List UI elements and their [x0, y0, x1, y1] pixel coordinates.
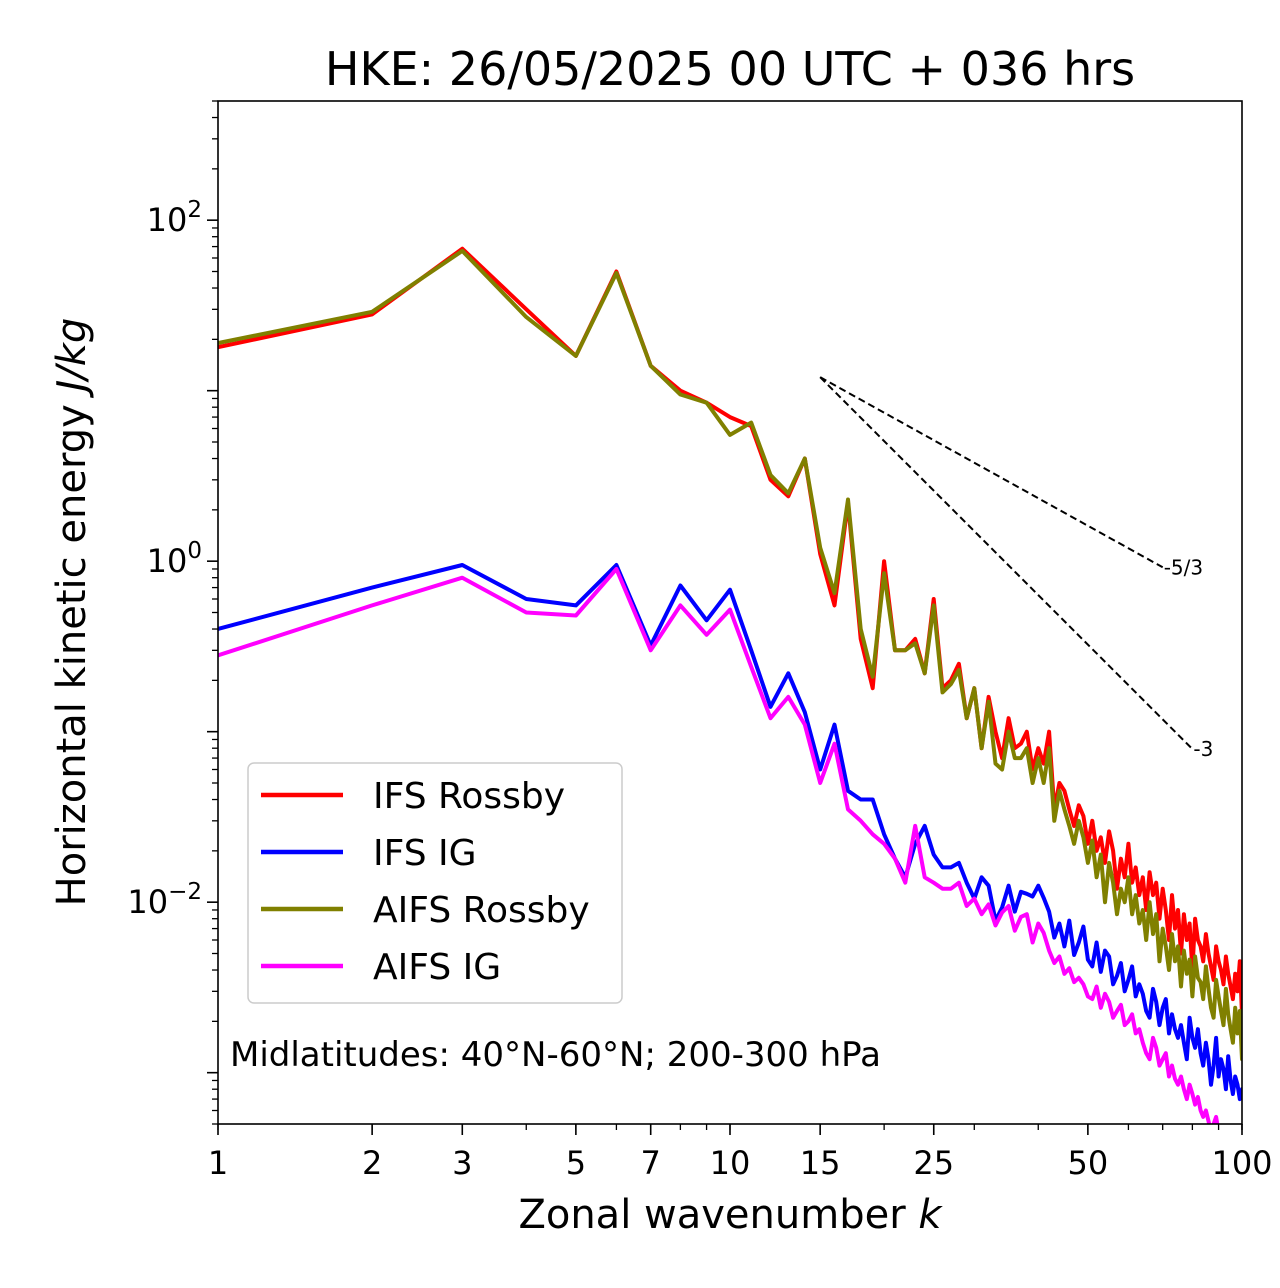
region-annotation: Midlatitudes: 40°N-60°N; 200-300 hPa — [230, 1035, 881, 1075]
x-axis-label-var: k — [918, 1192, 943, 1238]
y-axis-label-units: J/kg — [49, 318, 95, 399]
x-tick-label: 50 — [1068, 1144, 1109, 1182]
x-tick-label: 1 — [208, 1144, 228, 1182]
series-line-aifs-rossby — [218, 248, 1242, 1062]
x-tick-label: 2 — [362, 1144, 382, 1182]
x-axis-ticks: 1 2 3 5 7 10 15 25 50 100 — [208, 1124, 1273, 1182]
x-tick-label: 7 — [641, 1144, 661, 1182]
x-tick-label: 5 — [566, 1144, 586, 1182]
legend-label: IFS IG — [373, 833, 477, 874]
x-tick-label: 10 — [710, 1144, 751, 1182]
legend-label: IFS Rossby — [373, 776, 565, 817]
slope-label-1: -3 — [1193, 737, 1213, 761]
y-axis-label: Horizontal kinetic energy J/kg — [49, 318, 95, 907]
x-axis-label-text: Zonal wavenumber — [518, 1192, 906, 1238]
x-tick-label: 25 — [913, 1144, 954, 1182]
series-line-ifs-ig — [218, 563, 1242, 1102]
series-line-aifs-ig — [218, 567, 1220, 1124]
y-axis-ticks: 10−2 100 102 — [127, 100, 218, 1125]
x-tick-label: 15 — [800, 1144, 841, 1182]
series-layer — [218, 246, 1242, 1124]
slope-label-0: -5/3 — [1164, 555, 1203, 579]
legend-entries: IFS Rossby IFS IG AIFS Rossby AIFS IG — [261, 776, 590, 988]
x-axis-label: Zonal wavenumber k — [518, 1192, 943, 1238]
legend-label: AIFS IG — [373, 947, 501, 988]
x-tick-label: 3 — [452, 1144, 472, 1182]
y-tick-label: 10−2 — [127, 879, 202, 921]
x-tick-label: 100 — [1211, 1144, 1272, 1182]
reference-slopes: -5/3 -3 — [819, 376, 1213, 761]
legend-box — [247, 762, 623, 1004]
legend: IFS Rossby IFS IG AIFS Rossby AIFS IG — [247, 762, 623, 1004]
slope-line-0 — [819, 376, 1164, 569]
y-tick-label: 100 — [147, 538, 202, 580]
chart-title: HKE: 26/05/2025 00 UTC + 036 hrs — [325, 42, 1135, 96]
legend-label: AIFS Rossby — [373, 890, 590, 931]
slope-line-1 — [819, 376, 1194, 750]
y-tick-label: 102 — [147, 197, 202, 239]
y-axis-label-text: Horizontal kinetic energy — [49, 404, 95, 906]
